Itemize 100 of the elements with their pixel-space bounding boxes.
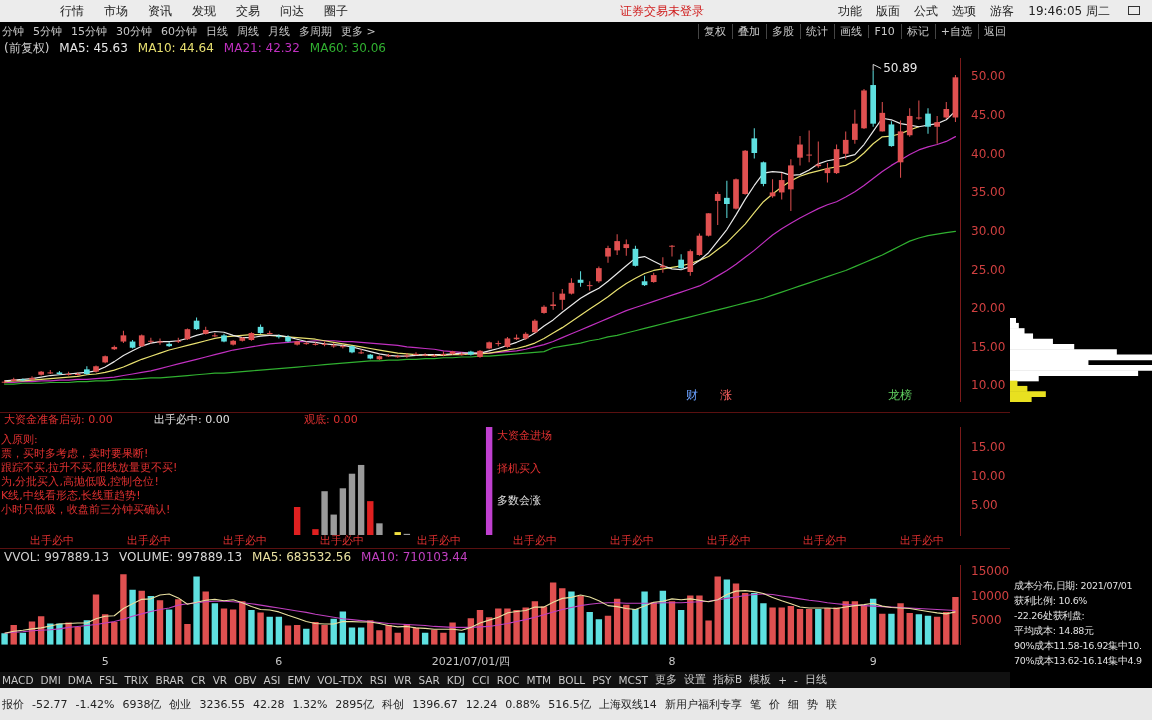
text: 516.5亿 (548, 696, 591, 712)
x-tick-label: 5 (101, 655, 109, 669)
bar (111, 622, 118, 645)
text: ROC (496, 674, 520, 686)
candlestick (916, 100, 922, 120)
x-tick-label: 9 (869, 655, 877, 669)
text: VR (212, 674, 228, 686)
bar (229, 609, 237, 645)
text: VOL-TDX (317, 674, 363, 686)
text: 获利比例: 10.6% (1014, 594, 1089, 608)
text: 上海双线14 (598, 696, 657, 712)
bar (860, 605, 868, 645)
text: CCI (471, 674, 490, 686)
text: 统计 (800, 23, 829, 39)
text: FSL (99, 674, 118, 686)
bar (586, 611, 593, 645)
text: -52.77 (32, 697, 68, 711)
annotation: 出手必中 (320, 534, 364, 548)
x-tick-label: 6 (275, 655, 283, 669)
text: 版面 (876, 2, 901, 20)
chart-title: (前复权) (4, 41, 50, 56)
text: 细 (787, 696, 799, 712)
text: 0.88% (505, 697, 541, 711)
bar (321, 491, 328, 535)
y-tick-label: 5.00 (971, 497, 998, 512)
text: SAR (418, 674, 440, 686)
bar (741, 593, 749, 645)
annotation: 出手必中 (803, 534, 848, 548)
bar (504, 608, 511, 645)
text: 19:46:05 周二 (1028, 2, 1110, 20)
bar (668, 601, 676, 645)
text: 势 (806, 696, 818, 712)
bar (312, 622, 319, 645)
annotation: 大资金进场 (497, 429, 553, 443)
bar (330, 514, 337, 535)
text: 复权 (698, 23, 727, 39)
bar (760, 603, 767, 645)
text: 指标B (713, 673, 743, 687)
bar (696, 595, 703, 645)
bar (952, 596, 959, 645)
bar (805, 609, 813, 645)
annotation: 涨 (720, 387, 732, 402)
bar (65, 622, 72, 645)
text: 问达 (280, 2, 304, 20)
bar (193, 576, 200, 645)
text: 模板 (749, 673, 772, 687)
bar (312, 529, 319, 535)
annotation: 出手必中 (610, 534, 654, 548)
text: 行情 (60, 2, 84, 20)
bar (906, 612, 913, 645)
bar (376, 523, 383, 535)
bar (604, 615, 612, 645)
text: MA10: 44.64 (137, 41, 214, 56)
candlestick (74, 372, 81, 376)
text: 笔 (749, 696, 761, 712)
y-tick-label: 30.00 (971, 223, 1006, 238)
text: PSY (592, 674, 612, 686)
bar (705, 620, 712, 645)
bar (714, 576, 721, 645)
bar (1, 633, 8, 645)
bar (348, 627, 356, 645)
y-tick-label: 10.00 (971, 468, 1006, 483)
bar (284, 625, 292, 645)
text: 功能 (838, 2, 863, 20)
bar (165, 609, 173, 645)
text: CR (191, 674, 206, 686)
y-tick-label: 10000 (971, 588, 1010, 603)
text: 70%成本13.62-16.14集中4.9 (1014, 654, 1143, 668)
text: RSI (369, 674, 387, 686)
text: 多周期 (299, 23, 332, 39)
bar (513, 609, 520, 645)
bar (367, 501, 374, 535)
bar (339, 488, 347, 535)
y-tick-label: 10.00 (971, 378, 1006, 393)
text: 1396.67 (412, 697, 458, 711)
annotation: 出手必中 (513, 534, 558, 548)
y-tick-label: 45.00 (971, 108, 1006, 123)
bar (293, 624, 301, 645)
text: 日线 (804, 673, 827, 687)
text: ASI (263, 674, 281, 686)
text: 画线 (834, 23, 863, 39)
text: 分钟 (2, 23, 24, 39)
annotation: 跟踪不买,拉升不买,阳线放量更不买! (1, 461, 178, 475)
annotation: 入原则: (1, 433, 38, 447)
annotation: 出手必中 (30, 534, 74, 548)
candlestick (157, 338, 163, 345)
bar (641, 591, 648, 645)
text: OBV (234, 674, 257, 686)
text: 联 (825, 696, 837, 712)
annotation: 票，买时多考虑，卖时要果断! (1, 447, 149, 461)
text: EMV (287, 674, 311, 686)
bar (485, 427, 493, 535)
candlestick (586, 281, 593, 291)
bar (769, 607, 776, 645)
text: + (778, 674, 788, 686)
candlestick (669, 244, 675, 257)
bar (321, 624, 328, 645)
text: 公式 (914, 2, 939, 20)
text: DMA (67, 674, 93, 686)
bar (632, 609, 639, 645)
